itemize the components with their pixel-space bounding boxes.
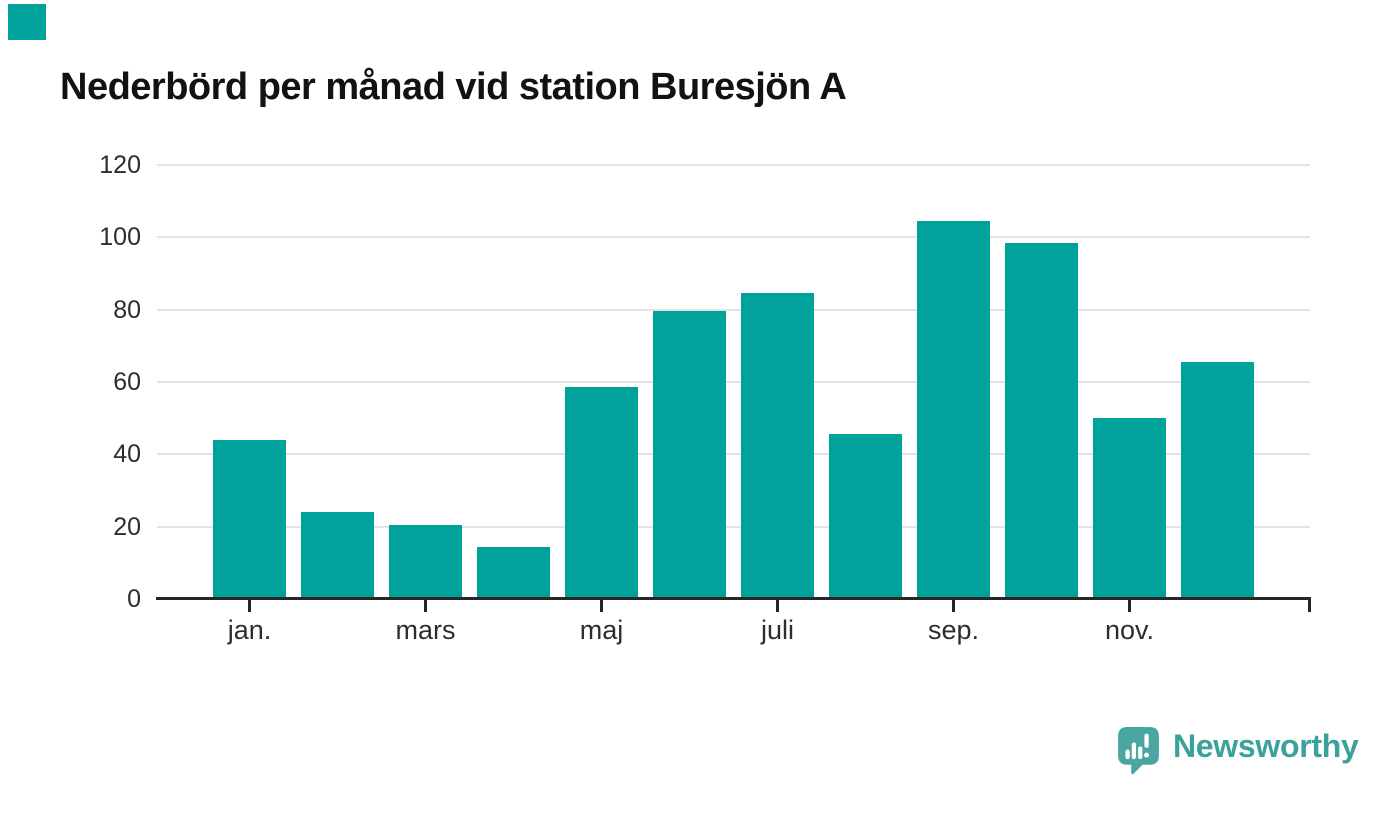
y-tick-label: 20 <box>113 512 141 541</box>
bar-juni <box>652 311 727 599</box>
y-tick-label: 40 <box>113 440 141 469</box>
brand-logo: Newsworthy <box>1118 727 1359 775</box>
bar-aug. <box>828 434 903 599</box>
bar-maj <box>564 387 639 599</box>
gridline-y-100 <box>157 236 1310 239</box>
y-tick-label: 100 <box>99 223 141 252</box>
x-axis-line <box>156 597 1311 600</box>
mini-bar-3 <box>1138 746 1143 760</box>
x-tick-label: jan. <box>227 615 272 645</box>
exclamation-dot <box>1144 752 1150 758</box>
x-tick <box>248 600 251 612</box>
bar-dec. <box>1180 362 1255 599</box>
y-tick-label: 120 <box>99 151 141 179</box>
plot-area <box>157 164 1310 599</box>
bar-nov. <box>1092 418 1167 599</box>
x-tick-label: juli <box>760 615 795 645</box>
y-axis: 0 20 40 60 80 100 120 <box>60 151 141 613</box>
x-tick <box>1128 600 1131 612</box>
gridline-y-80 <box>157 308 1310 311</box>
x-tick <box>952 600 955 612</box>
bar-sep. <box>916 221 991 599</box>
x-axis: jan. mars maj juli sep. nov. <box>156 597 1311 657</box>
mini-bar-2 <box>1131 742 1137 760</box>
gridline-y-60 <box>157 381 1310 383</box>
brand-name: Newsworthy <box>1173 727 1359 764</box>
brand-accent-square <box>8 4 46 40</box>
gridline-y-40 <box>157 453 1310 456</box>
x-tick-label: sep. <box>927 615 980 645</box>
exclamation-bar <box>1144 733 1149 748</box>
x-tick-label: mars <box>395 615 456 645</box>
gridline-y-120 <box>157 164 1310 166</box>
newsworthy-speech-bubble-bar-chart-icon <box>1118 727 1159 775</box>
bar-mars <box>388 524 463 599</box>
bar-feb. <box>300 512 375 599</box>
mini-bar-1 <box>1125 749 1130 760</box>
y-tick-label: 80 <box>113 295 141 324</box>
x-tick <box>600 600 603 612</box>
y-tick-label: 60 <box>113 368 141 396</box>
x-tick <box>424 600 427 612</box>
x-tick-label: maj <box>579 615 624 645</box>
bar-apr. <box>476 546 551 599</box>
x-axis-end-tick <box>1308 600 1311 612</box>
bar-jan. <box>212 439 287 599</box>
gridline-y-20 <box>157 525 1310 528</box>
x-tick-label: nov. <box>1104 615 1155 645</box>
bar-okt. <box>1004 242 1079 599</box>
x-tick <box>776 600 779 612</box>
bar-juli <box>740 293 815 599</box>
y-tick-label: 0 <box>127 585 141 613</box>
chart-title: Nederbörd per månad vid station Buresjön… <box>60 66 847 108</box>
